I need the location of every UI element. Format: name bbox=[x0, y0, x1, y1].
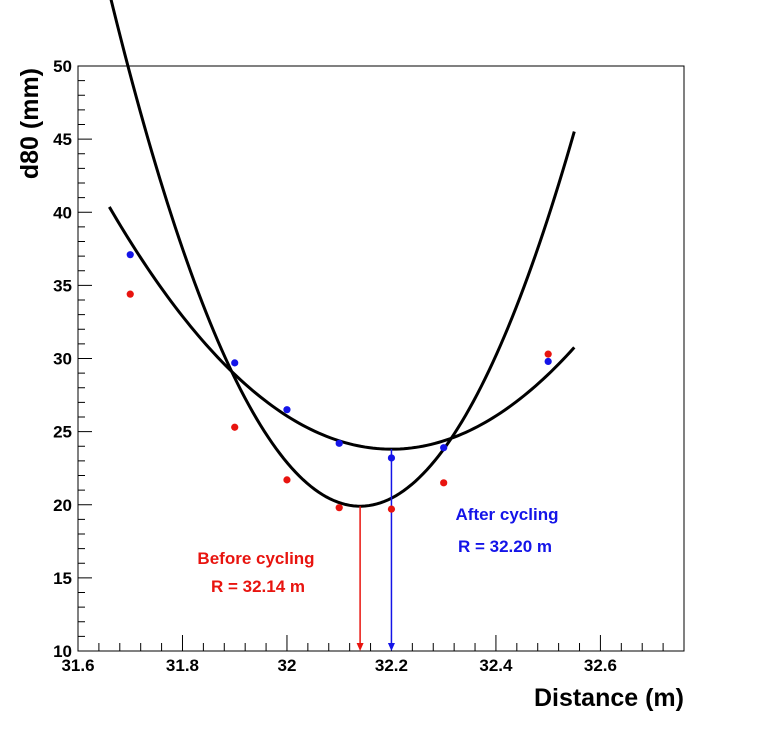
data-point-before-cycling bbox=[544, 350, 552, 358]
data-point-after-cycling bbox=[231, 359, 239, 367]
y-tick-label: 10 bbox=[53, 642, 72, 661]
x-tick-label: 32.2 bbox=[375, 656, 408, 675]
data-point-after-cycling bbox=[387, 454, 396, 462]
x-tick-label: 31.8 bbox=[166, 656, 199, 675]
data-point-before-cycling bbox=[283, 476, 291, 484]
data-point-after-cycling bbox=[440, 444, 448, 452]
data-point-before-cycling bbox=[335, 504, 343, 512]
plot-frame bbox=[77, 65, 685, 652]
after-cycling-value: R = 32.20 m bbox=[458, 537, 552, 556]
data-point-after-cycling bbox=[544, 357, 552, 366]
data-point-after-cycling bbox=[283, 406, 291, 414]
x-tick-label: 31.6 bbox=[61, 656, 94, 675]
data-point-after-cycling bbox=[126, 251, 134, 259]
data-point-before-cycling bbox=[387, 505, 396, 513]
plot-area-frame bbox=[77, 65, 685, 652]
x-axis-title: Distance (m) bbox=[534, 684, 684, 712]
y-axis-title: d80 (mm) bbox=[16, 68, 44, 179]
before-cycling-label: Before cycling bbox=[197, 549, 314, 568]
y-tick-label: 15 bbox=[53, 569, 72, 588]
data-point-before-cycling bbox=[440, 479, 448, 487]
x-tick-label: 32.6 bbox=[584, 656, 617, 675]
fit-curves bbox=[108, 0, 576, 508]
y-tick-label: 50 bbox=[53, 57, 72, 76]
y-tick-label: 35 bbox=[53, 276, 72, 295]
after-cycling-label: After cycling bbox=[456, 505, 559, 524]
y-tick-label: 30 bbox=[53, 350, 72, 369]
y-tick-label: 25 bbox=[53, 423, 72, 442]
tick-labels: 10 15 20 25 30 35 40 45 50 31.6 31.8 32 32.2 32.4 32.6 bbox=[53, 57, 617, 675]
fit-curve-before-cycling bbox=[109, 0, 576, 508]
y-tick-label: 40 bbox=[53, 203, 72, 222]
fit-curve-after-cycling bbox=[108, 206, 576, 451]
arrow-head-after bbox=[387, 643, 395, 651]
arrow-head-before bbox=[356, 643, 364, 651]
arrows bbox=[356, 449, 395, 651]
data-point-after-cycling bbox=[335, 439, 343, 447]
data-point-before-cycling bbox=[126, 290, 134, 298]
x-tick-label: 32 bbox=[278, 656, 297, 675]
before-cycling-value: R = 32.14 m bbox=[211, 577, 305, 596]
y-tick-label: 45 bbox=[53, 130, 72, 149]
x-tick-label: 32.4 bbox=[479, 656, 513, 675]
data-point-before-cycling bbox=[231, 423, 239, 431]
axis-ticks bbox=[77, 65, 685, 652]
y-tick-label: 20 bbox=[53, 496, 72, 515]
data-points bbox=[126, 251, 552, 513]
